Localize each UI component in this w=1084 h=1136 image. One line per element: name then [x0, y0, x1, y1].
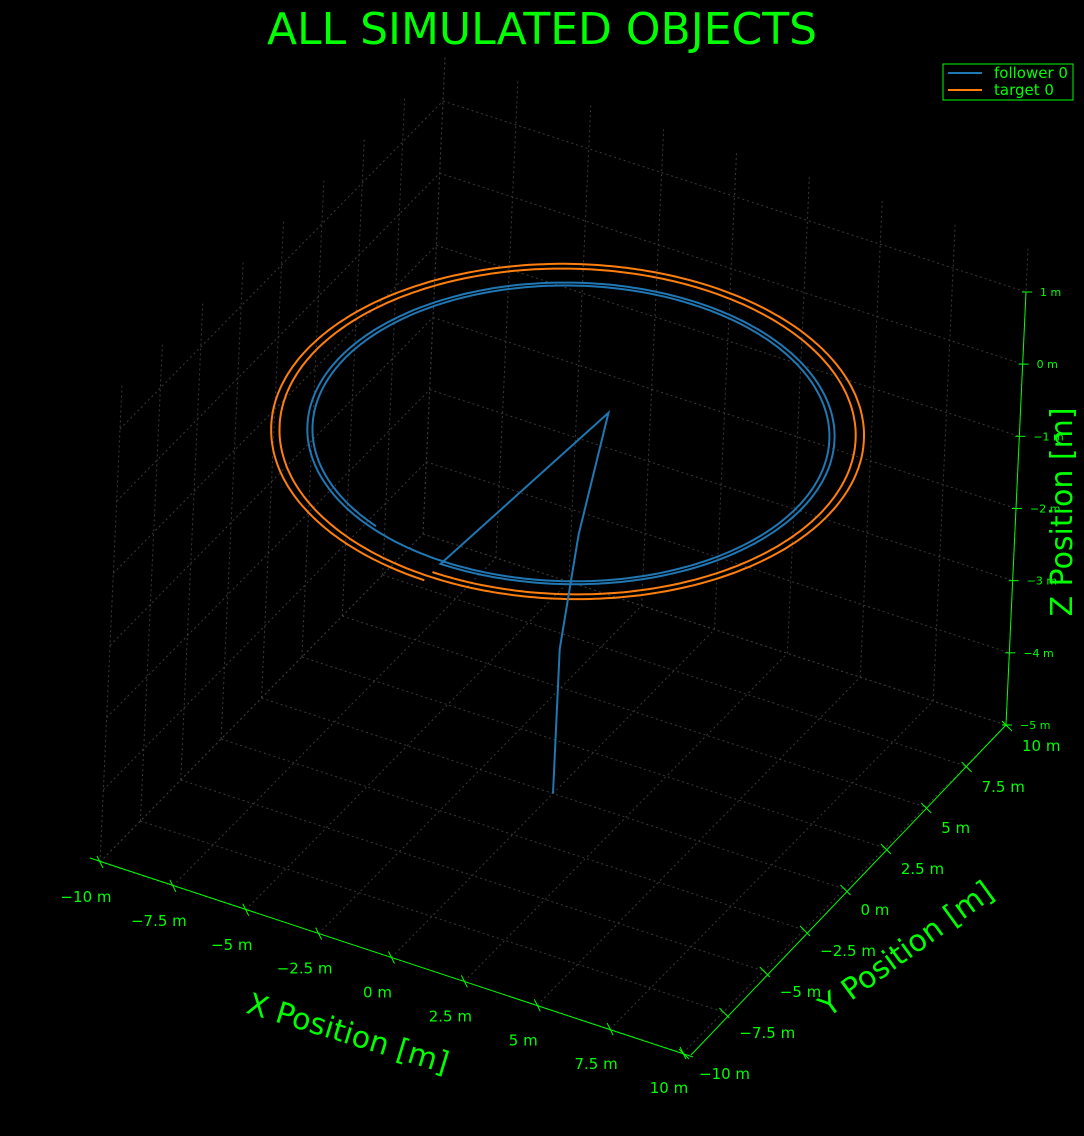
x-axis-tick: [606, 1022, 614, 1036]
y-tick-label: −2.5 m: [820, 942, 876, 960]
floor-gridline-x: [245, 581, 570, 911]
y-tick-label: −5 m: [780, 983, 822, 1001]
y-tick-label: 10 m: [1022, 737, 1060, 755]
x-tick-label: 7.5 m: [575, 1055, 618, 1073]
z-axis-label: Z Position [m]: [1045, 407, 1080, 616]
floor-gridline-x: [609, 700, 934, 1030]
backwall-gridline-z: [442, 100, 1027, 293]
y-tick-label: 5 m: [941, 819, 970, 837]
leftwall-gridline-y: [261, 221, 284, 699]
leftwall-gridline-y: [99, 385, 123, 863]
leftwall-gridline-y: [382, 98, 406, 576]
floor-gridline-y: [382, 574, 966, 767]
y-axis-tick: [880, 843, 892, 855]
x-axis-tick: [388, 951, 395, 964]
x-axis-tick: [242, 903, 250, 916]
floor-gridline-x: [464, 653, 788, 982]
leftwall-gridline-y: [341, 139, 365, 617]
x-tick-label: −5 m: [211, 936, 253, 954]
x-tick-label: −10 m: [60, 888, 111, 906]
x-tick-label: 10 m: [650, 1079, 688, 1097]
y-axis-tick: [1001, 720, 1013, 732]
z-tick-label: −2 m: [1030, 503, 1060, 516]
z-tick-label: 1 m: [1040, 286, 1061, 299]
floor-gridline-y: [342, 615, 926, 808]
legend-entry-target: target 0: [994, 81, 1054, 99]
floor-gridline-x: [536, 676, 861, 1006]
series-follower-line: [306, 281, 836, 794]
series-target-line: [270, 262, 865, 601]
z-tick-label: 0 m: [1037, 358, 1058, 371]
backwall-gridline-x: [495, 81, 519, 558]
legend: follower 0 target 0: [942, 63, 1074, 101]
y-axis-line: [690, 724, 1007, 1056]
y-axis-tick: [759, 966, 771, 978]
x-axis-tick: [169, 879, 177, 893]
floor-gridline-y: [140, 820, 724, 1013]
backwall-gridline-x: [641, 129, 665, 606]
legend-box: [942, 63, 1074, 101]
z-tick-label: −4 m: [1023, 647, 1053, 660]
x-tick-label: −2.5 m: [277, 960, 333, 978]
backwall-gridline-z: [439, 172, 1023, 365]
backwall-gridline-x: [568, 105, 592, 582]
y-axis-tick: [961, 761, 972, 773]
leftwall-gridline-z: [109, 317, 434, 646]
x-axis-tick: [460, 975, 468, 988]
floor-gridline-y: [301, 656, 886, 849]
series-layer: [270, 262, 865, 794]
leftwall-gridline-y: [220, 262, 244, 740]
y-tick-label: 7.5 m: [982, 778, 1025, 796]
leftwall-gridline-z: [99, 533, 424, 863]
y-tick-label: 0 m: [861, 901, 890, 919]
x-axis-tick: [96, 855, 104, 869]
leftwall-gridline-z: [112, 244, 437, 574]
x-axis-tick: [533, 999, 541, 1012]
backwall-gridline-z: [432, 317, 1017, 509]
leftwall-gridline-y: [180, 303, 204, 781]
y-axis-tick: [719, 1007, 730, 1019]
x-tick-label: −7.5 m: [131, 912, 187, 930]
y-axis-tick: [920, 802, 932, 814]
leftwall-gridline-z: [119, 100, 444, 430]
y-axis-tick: [678, 1048, 690, 1060]
y-tick-label: 2.5 m: [901, 860, 944, 878]
x-tick-label: 5 m: [509, 1031, 538, 1049]
backwall-gridline-z: [422, 533, 1007, 726]
legend-entry-follower: follower 0: [994, 64, 1068, 82]
backwall-gridline-x: [932, 224, 956, 702]
axes-layer: −10 m −7.5 m −5 m −2.5 m 0 m 2.5 m 5 m 7.5 m 10 …: [60, 286, 1063, 1097]
backwall-gridline-z: [429, 389, 1013, 582]
z-tick-label: −5 m: [1020, 719, 1050, 732]
x-tick-label: 2.5 m: [429, 1007, 472, 1025]
x-axis-tick: [315, 927, 323, 940]
y-tick-label: −7.5 m: [739, 1024, 795, 1042]
floor-gridline-y: [220, 738, 805, 931]
leftwall-gridline-y: [139, 344, 163, 822]
y-axis-tick: [840, 884, 851, 896]
y-axis-tick: [799, 925, 811, 937]
leftwall-gridline-z: [106, 389, 431, 719]
leftwall-gridline-z: [116, 172, 441, 502]
chart-title: ALL SIMULATED OBJECTS: [267, 4, 817, 55]
leftwall-gridline-z: [102, 461, 427, 791]
z-tick-label: −3 m: [1027, 575, 1057, 588]
x-axis-label: X Position [m]: [243, 987, 453, 1082]
x-tick-label: 0 m: [363, 984, 392, 1002]
y-tick-label: −10 m: [699, 1065, 750, 1083]
backwall-gridline-x: [786, 177, 810, 654]
leftwall-gridline-y: [422, 57, 446, 535]
z-tick-label: −1 m: [1033, 430, 1063, 443]
backwall-gridline-z: [436, 244, 1020, 437]
